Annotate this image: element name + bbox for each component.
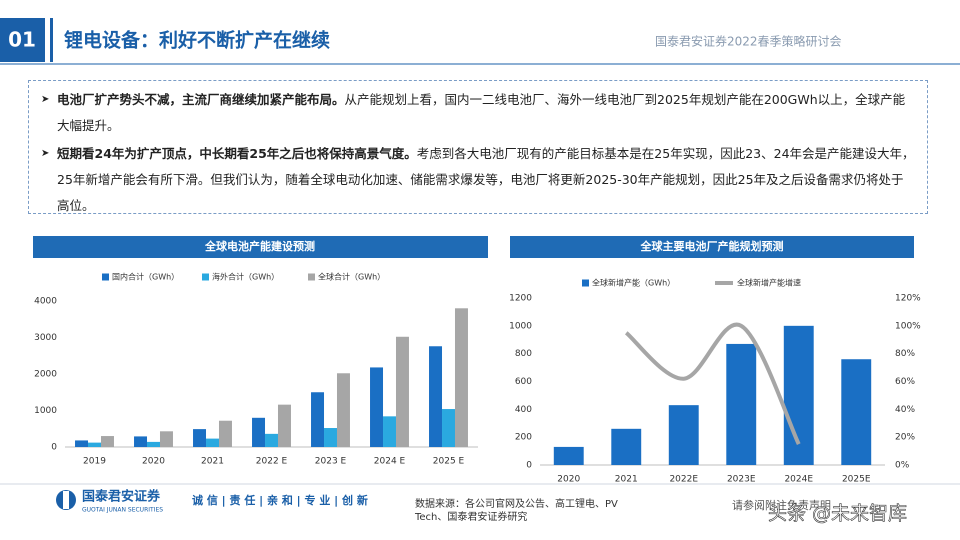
legend-swatch bbox=[102, 273, 109, 281]
y-tick-label: 0 bbox=[51, 443, 57, 453]
bullet: 短期看24年为扩产顶点，中长期看25年之后也将保持高景气度。考虑到各大电池厂现有… bbox=[41, 141, 915, 219]
x-tick-label: 2023 E bbox=[315, 457, 347, 467]
motto: 诚 信 | 责 任 | 亲 和 | 专 业 | 创 新 bbox=[192, 493, 368, 507]
bar bbox=[193, 429, 207, 447]
y2-tick-label: 100% bbox=[895, 321, 921, 331]
bullet-bold: 短期看24年为扩产顶点，中长期看25年之后也将保持高景气度。 bbox=[57, 146, 417, 161]
bar bbox=[668, 405, 699, 465]
y-tick-label: 3000 bbox=[34, 333, 57, 343]
bar bbox=[454, 308, 468, 447]
y-tick-label: 2000 bbox=[34, 370, 57, 380]
y-tick-label: 0 bbox=[526, 461, 532, 471]
x-tick-label: 2021 bbox=[201, 457, 224, 467]
y-tick-label: 800 bbox=[515, 349, 532, 359]
bar bbox=[442, 409, 455, 447]
bar bbox=[429, 346, 443, 447]
y2-tick-label: 80% bbox=[895, 349, 915, 359]
bullet-text: 从产能规划上看，国内一二线电池厂、海外一线电池厂到2025年规划产能在200GW… bbox=[57, 92, 906, 133]
logo-en: GUOTAI JUNAN SECURITIES bbox=[82, 507, 163, 514]
x-tick-label: 2023E bbox=[727, 475, 756, 485]
bar bbox=[370, 367, 384, 447]
bullet-text: 考虑到各大电池厂现有的产能目标基本是在25年实现，因此23、24年会是产能建设大… bbox=[57, 146, 915, 213]
y2-tick-label: 60% bbox=[895, 377, 915, 387]
bar bbox=[88, 442, 101, 447]
x-tick-label: 2022E bbox=[669, 475, 698, 485]
bar bbox=[206, 438, 219, 447]
disclaimer: 请参阅附注免责声明 bbox=[732, 498, 831, 512]
bar bbox=[265, 433, 278, 447]
number-box bbox=[0, 18, 45, 62]
bar bbox=[336, 373, 350, 447]
bar bbox=[726, 343, 757, 465]
bar bbox=[383, 416, 396, 447]
bar bbox=[252, 417, 266, 447]
x-tick-label: 2021 bbox=[615, 475, 638, 485]
y-tick-label: 600 bbox=[515, 377, 532, 387]
x-tick-label: 2024E bbox=[784, 475, 813, 485]
chart-title: 全球主要电池厂产能规划预测 bbox=[640, 239, 784, 253]
legend-label: 全球新增产能增速 bbox=[737, 278, 801, 288]
legend-swatch bbox=[202, 273, 209, 281]
watermark: 头条 @未来智库 bbox=[768, 503, 907, 525]
legend-label: 全球合计（GWh） bbox=[318, 272, 385, 282]
line-series bbox=[624, 322, 801, 445]
x-tick-label: 2022 E bbox=[256, 457, 288, 467]
legend-label: 海外合计（GWh） bbox=[212, 272, 279, 282]
bar bbox=[159, 431, 173, 447]
x-tick-label: 2025E bbox=[842, 475, 871, 485]
legend-swatch bbox=[582, 279, 589, 287]
panel-title-bar bbox=[510, 236, 914, 258]
source-note: 数据来源：各公司官网及公告、高工锂电、PV Tech、国泰君安证券研究 bbox=[415, 499, 618, 523]
bar bbox=[841, 359, 872, 465]
y-tick-label: 4000 bbox=[34, 297, 57, 307]
x-tick-label: 2025 E bbox=[433, 457, 465, 467]
x-tick-label: 2020 bbox=[142, 457, 165, 467]
x-tick-label: 2024 E bbox=[374, 457, 406, 467]
divider bbox=[50, 18, 53, 62]
y-tick-label: 400 bbox=[515, 405, 532, 415]
y-tick-label: 1000 bbox=[509, 321, 532, 331]
chart-title: 全球电池产能建设预测 bbox=[204, 239, 315, 253]
bar bbox=[395, 336, 409, 447]
bullet-bold: 电池厂扩产势头不减，主流厂商继续加紧产能布局。 bbox=[57, 92, 345, 107]
y-tick-label: 200 bbox=[515, 433, 532, 443]
bar bbox=[277, 404, 291, 447]
x-tick-label: 2020 bbox=[557, 475, 580, 485]
x-tick-label: 2019 bbox=[83, 457, 106, 467]
y-tick-label: 1200 bbox=[509, 294, 532, 304]
bar bbox=[611, 428, 642, 465]
y2-tick-label: 120% bbox=[895, 294, 921, 304]
y2-tick-label: 0% bbox=[895, 461, 910, 471]
bar bbox=[218, 420, 232, 447]
bullet: 电池厂扩产势头不减，主流厂商继续加紧产能布局。从产能规划上看，国内一二线电池厂、… bbox=[41, 87, 915, 139]
bar bbox=[311, 392, 325, 447]
logo-text: 国泰君安证券 bbox=[82, 489, 161, 505]
y2-tick-label: 40% bbox=[895, 405, 915, 415]
legend-label: 国内合计（GWh） bbox=[112, 272, 179, 282]
bar bbox=[147, 441, 160, 447]
legend-label: 全球新增产能（GWh） bbox=[592, 278, 675, 288]
y2-tick-label: 20% bbox=[895, 433, 915, 443]
logo-icon bbox=[63, 491, 69, 509]
bullet-box: 电池厂扩产势头不减，主流厂商继续加紧产能布局。从产能规划上看，国内一二线电池厂、… bbox=[28, 80, 928, 214]
bar bbox=[100, 436, 114, 447]
org-title: 国泰君安证券2022春季策略研讨会 bbox=[655, 34, 842, 49]
bar bbox=[134, 436, 148, 447]
legend-swatch bbox=[308, 273, 315, 281]
section-number: 01 bbox=[8, 28, 36, 52]
bar bbox=[75, 440, 89, 447]
y-tick-label: 1000 bbox=[34, 406, 57, 416]
bar bbox=[553, 446, 584, 465]
bar bbox=[324, 428, 337, 447]
page-title: 锂电设备：利好不断扩产在继续 bbox=[64, 29, 330, 52]
panel-title-bar bbox=[33, 236, 488, 258]
